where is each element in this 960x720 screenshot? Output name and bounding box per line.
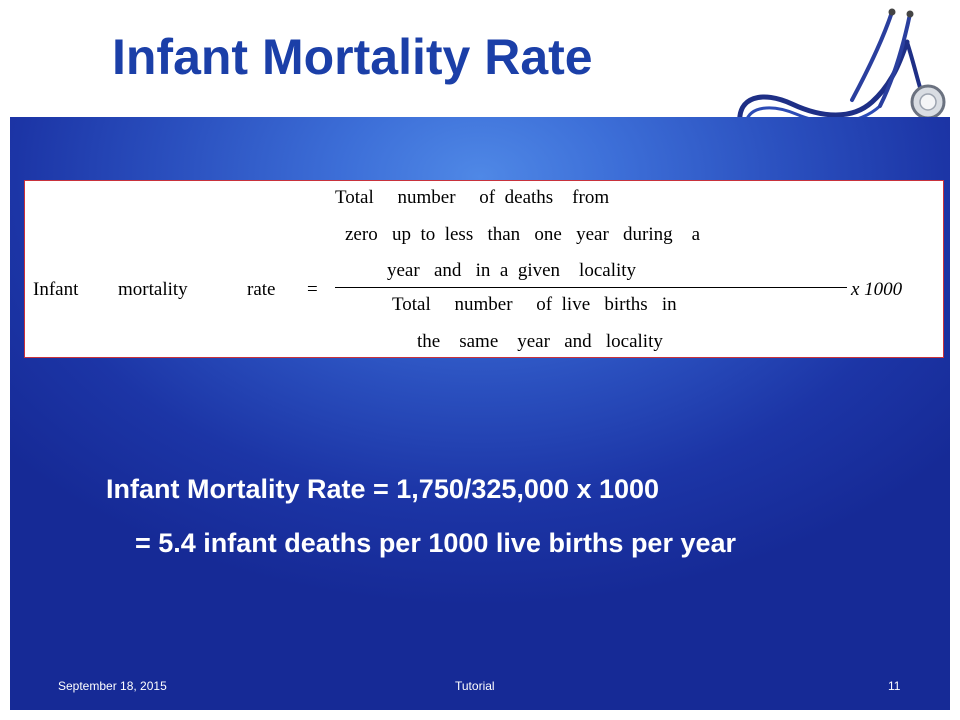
footer-date: September 18, 2015 [58, 679, 167, 693]
formula-word: mortality [118, 279, 188, 300]
fraction-bar [335, 287, 847, 288]
formula-denominator-line: Total number of live births in [392, 294, 677, 315]
slide-number: 11 [888, 679, 901, 693]
formula-numerator-line: Total number of deaths from [335, 187, 610, 208]
formula-denominator-line: the same year and locality [417, 331, 663, 352]
result-value: = 5.4 infant deaths per 1000 live births… [135, 528, 737, 558]
formula-numerator-line: year and in a given locality [387, 260, 637, 281]
footer-label: Tutorial [455, 679, 495, 693]
formula-box: Infant mortality rate = Total number of … [24, 180, 944, 358]
formula-numerator-line: zero up to less than one year during a [345, 224, 701, 245]
formula-equals: = [307, 279, 318, 300]
result-calculation: Infant Mortality Rate = 1,750/325,000 x … [106, 474, 660, 504]
stethoscope-icon [737, 8, 946, 140]
slide-title: Infant Mortality Rate [112, 29, 593, 85]
formula-multiplier: x 1000 [851, 279, 903, 300]
formula-word: rate [247, 279, 276, 300]
formula-word: Infant [33, 279, 79, 300]
